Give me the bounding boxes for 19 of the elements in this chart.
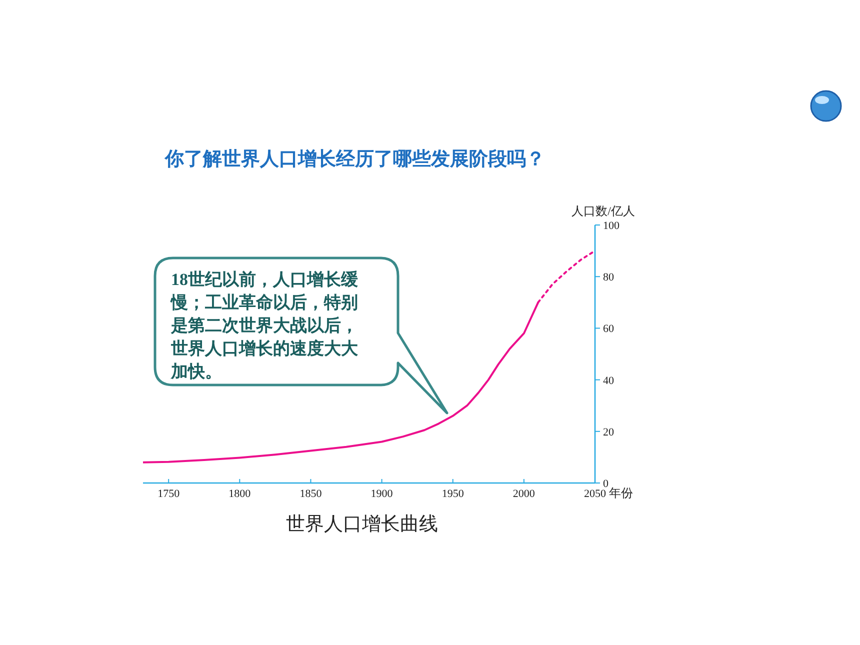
- chart-title: 你了解世界人口增长经历了哪些发展阶段吗？: [164, 148, 545, 170]
- x-tick-label: 1800: [228, 488, 252, 500]
- annotation: 18世纪以前，人口增长缓慢；工业革命以后，特别是第二次世界大战以后，世界人口增长的速度大大加快。: [170, 270, 359, 381]
- x-tick-label: 1900: [370, 488, 394, 500]
- y-tick-label: 60: [603, 323, 614, 336]
- y-tick-label: 40: [603, 374, 614, 387]
- y-tick-label: 100: [603, 220, 620, 232]
- y-axis-title: 人口数/亿人: [572, 204, 635, 218]
- text: 世界人口增长曲线: [286, 514, 438, 535]
- callout: 18世纪以前，人口增长缓慢；工业革命以后，特别是第二次世界大战以后，世界人口增长的速度大大加快。: [154, 256, 448, 414]
- x-tick-label: 1850: [300, 488, 322, 500]
- y-tick-label: 80: [603, 272, 614, 284]
- x-tick-label: 1950: [442, 488, 464, 500]
- x-tick-label: 2000: [512, 488, 536, 500]
- x-axis-title: 年份: [609, 486, 633, 500]
- y-tick-label: 20: [603, 426, 614, 438]
- y-tick-label: 0: [603, 478, 609, 490]
- x-tick-label: 2050: [584, 488, 606, 500]
- x-tick-label: 1750: [158, 488, 180, 500]
